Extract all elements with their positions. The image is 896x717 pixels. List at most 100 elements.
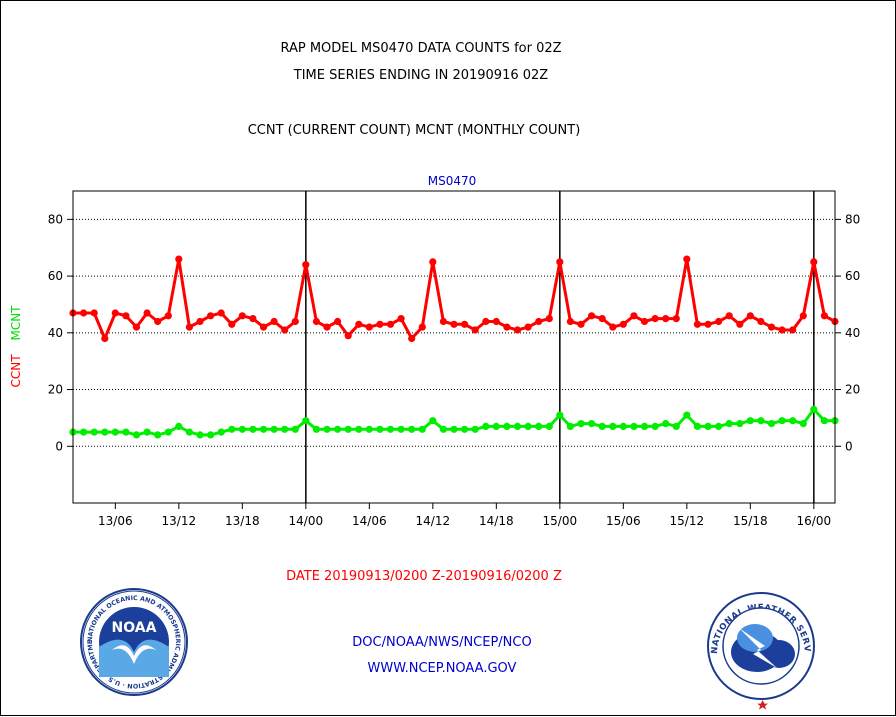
data-point-mcnt	[651, 422, 659, 430]
data-point-mcnt	[789, 417, 797, 425]
y-tick-label-right: 0	[845, 439, 853, 453]
data-point-ccnt	[588, 312, 596, 320]
data-point-mcnt	[810, 405, 818, 413]
data-point-ccnt	[492, 317, 500, 326]
data-point-ccnt	[291, 317, 299, 326]
data-point-ccnt	[672, 315, 680, 323]
data-point-ccnt	[609, 323, 617, 331]
data-point-mcnt	[196, 431, 204, 439]
data-point-ccnt	[683, 255, 691, 263]
data-point-mcnt	[471, 425, 479, 433]
data-point-mcnt	[376, 425, 384, 433]
data-point-mcnt	[704, 422, 712, 430]
y-tick-label-right: 20	[845, 383, 860, 397]
data-point-ccnt	[154, 317, 162, 326]
x-tick-label: 15/06	[606, 514, 641, 528]
data-point-mcnt	[207, 431, 215, 439]
data-point-mcnt	[598, 422, 606, 430]
data-point-ccnt	[334, 317, 342, 326]
noaa-logo-text: NOAA	[112, 620, 157, 636]
data-point-ccnt	[217, 309, 225, 317]
data-point-ccnt	[90, 309, 98, 317]
data-point-ccnt	[736, 320, 744, 328]
data-point-mcnt	[154, 431, 162, 439]
data-point-ccnt	[513, 326, 522, 334]
data-point-mcnt	[418, 425, 426, 433]
data-point-ccnt	[810, 258, 818, 266]
y-tick-label-left: 20	[48, 383, 63, 397]
data-point-ccnt	[80, 309, 88, 317]
data-point-mcnt	[334, 425, 342, 433]
grid-layer	[73, 191, 835, 503]
y-tick-label-left: 40	[48, 326, 63, 340]
x-tick-label: 13/12	[162, 514, 197, 528]
data-point-ccnt	[482, 317, 490, 326]
data-point-mcnt	[365, 425, 373, 433]
data-point-ccnt	[450, 320, 458, 328]
data-point-ccnt	[101, 334, 109, 343]
chart-title-line-1: RAP MODEL MS0470 DATA COUNTS for 02Z	[280, 41, 561, 56]
data-point-mcnt	[662, 420, 670, 428]
data-point-ccnt	[725, 312, 733, 320]
data-point-ccnt	[503, 323, 511, 331]
data-point-mcnt	[640, 422, 649, 430]
y-axis-label-mcnt: MCNT	[9, 305, 23, 341]
x-tick-label: 16/00	[797, 514, 832, 528]
data-point-mcnt	[185, 428, 193, 436]
x-tick-label: 15/18	[733, 514, 768, 528]
data-point-mcnt	[312, 425, 320, 433]
data-point-ccnt	[640, 317, 649, 326]
data-point-mcnt	[397, 425, 405, 433]
data-point-mcnt	[323, 425, 331, 433]
data-point-mcnt	[820, 417, 829, 425]
data-point-mcnt	[757, 417, 765, 425]
data-point-mcnt	[577, 420, 585, 428]
data-point-ccnt	[270, 317, 278, 326]
data-point-ccnt	[662, 315, 670, 323]
x-tick-label: 15/12	[670, 514, 705, 528]
data-point-ccnt	[545, 315, 553, 323]
noaa-logo: NATIONAL OCEANIC AND ATMOSPHERIC ADMINIS…	[80, 588, 188, 696]
data-point-ccnt	[577, 320, 585, 328]
data-point-mcnt	[556, 411, 564, 419]
data-point-ccnt	[344, 332, 352, 340]
data-point-ccnt	[461, 320, 469, 328]
data-point-mcnt	[238, 425, 246, 433]
data-point-mcnt	[355, 425, 363, 433]
data-point-ccnt	[598, 315, 606, 323]
data-point-mcnt	[588, 420, 596, 428]
data-point-mcnt	[672, 422, 680, 430]
data-point-ccnt	[249, 315, 257, 323]
data-point-ccnt	[397, 315, 405, 323]
data-point-ccnt	[132, 323, 141, 331]
data-point-ccnt	[535, 317, 543, 326]
data-point-mcnt	[217, 428, 225, 436]
data-point-mcnt	[249, 425, 257, 433]
data-point-mcnt	[90, 428, 98, 436]
data-point-ccnt	[778, 326, 786, 334]
url-line: WWW.NCEP.NOAA.GOV	[368, 661, 517, 676]
data-point-mcnt	[408, 425, 416, 433]
data-point-ccnt	[228, 320, 236, 328]
series-layer	[69, 255, 839, 439]
axes-layer: 0 0 20 20 40 40 60 60 80 80 13/06 13/12 13/18 14/00 14…	[48, 190, 860, 528]
data-point-ccnt	[175, 255, 183, 263]
data-point-ccnt	[767, 323, 776, 331]
data-point-mcnt	[746, 417, 754, 425]
data-point-mcnt	[545, 422, 553, 430]
y-tick-label-left: 60	[48, 269, 63, 283]
data-point-ccnt	[418, 323, 426, 331]
data-point-ccnt	[196, 317, 204, 326]
data-point-ccnt	[376, 320, 384, 328]
data-point-ccnt	[323, 323, 331, 331]
data-point-ccnt	[556, 258, 564, 266]
data-point-mcnt	[175, 422, 183, 430]
data-point-mcnt	[693, 422, 702, 430]
date-range-label: DATE 20190913/0200 Z-20190916/0200 Z	[286, 569, 562, 584]
y-tick-label-right: 60	[845, 269, 860, 283]
data-point-mcnt	[143, 428, 151, 436]
data-point-mcnt	[439, 425, 447, 433]
x-tick-label: 15/00	[543, 514, 578, 528]
